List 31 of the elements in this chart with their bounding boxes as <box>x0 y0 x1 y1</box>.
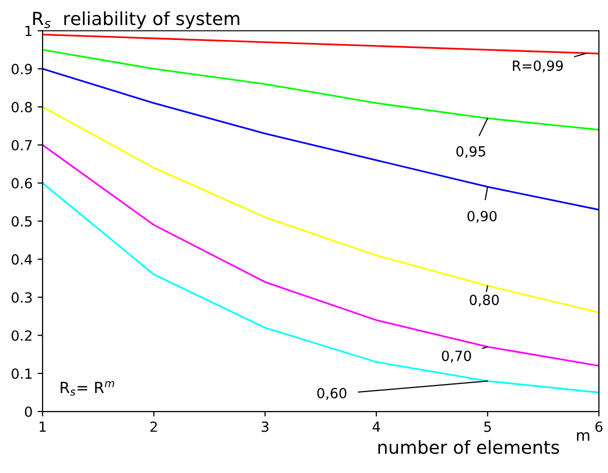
y-tick-label: 0.8 <box>12 102 32 112</box>
y-tick-label: 0.2 <box>12 330 32 341</box>
series-label: 0,70 <box>442 350 471 363</box>
series-label: 0,80 <box>470 294 499 307</box>
line-series <box>42 34 599 54</box>
text: m <box>577 432 590 441</box>
y-tick-label: 0.9 <box>12 64 32 74</box>
y-tick-label: 0.5 <box>12 216 32 227</box>
y-tick-label: 0.3 <box>12 292 32 303</box>
series-label: 0,90 <box>468 210 497 223</box>
x-tick-label: 4 <box>372 422 380 432</box>
x-axis-title: number of elements <box>378 440 560 454</box>
x-tick-label: 3 <box>262 421 268 432</box>
y-tick-label: 0 <box>24 406 32 417</box>
y-tick-label: 0.7 <box>12 140 32 150</box>
y-tick-label: 0.6 <box>12 178 32 189</box>
x-tick-label: 6 <box>595 421 602 432</box>
y-tick-label: 1 <box>26 26 32 36</box>
text: 0,95 <box>456 146 486 158</box>
line-series <box>42 106 599 314</box>
x-tick-label: 1 <box>40 422 46 432</box>
series-label: R=0,99 <box>512 60 563 72</box>
y-tick-label: 0.4 <box>12 254 32 265</box>
annotation: R$_{s}$= R$^{m}$ <box>60 381 114 396</box>
y-tick-label: 0.1 <box>12 368 32 379</box>
x-tick-label: 2 <box>150 421 157 432</box>
line-series <box>42 48 599 131</box>
line-series <box>42 144 599 367</box>
text: 0,60 <box>317 388 346 400</box>
y-axis-title: R$_{s}$ reliability of system <box>33 11 240 29</box>
x-tick-label: 5 <box>484 422 491 432</box>
